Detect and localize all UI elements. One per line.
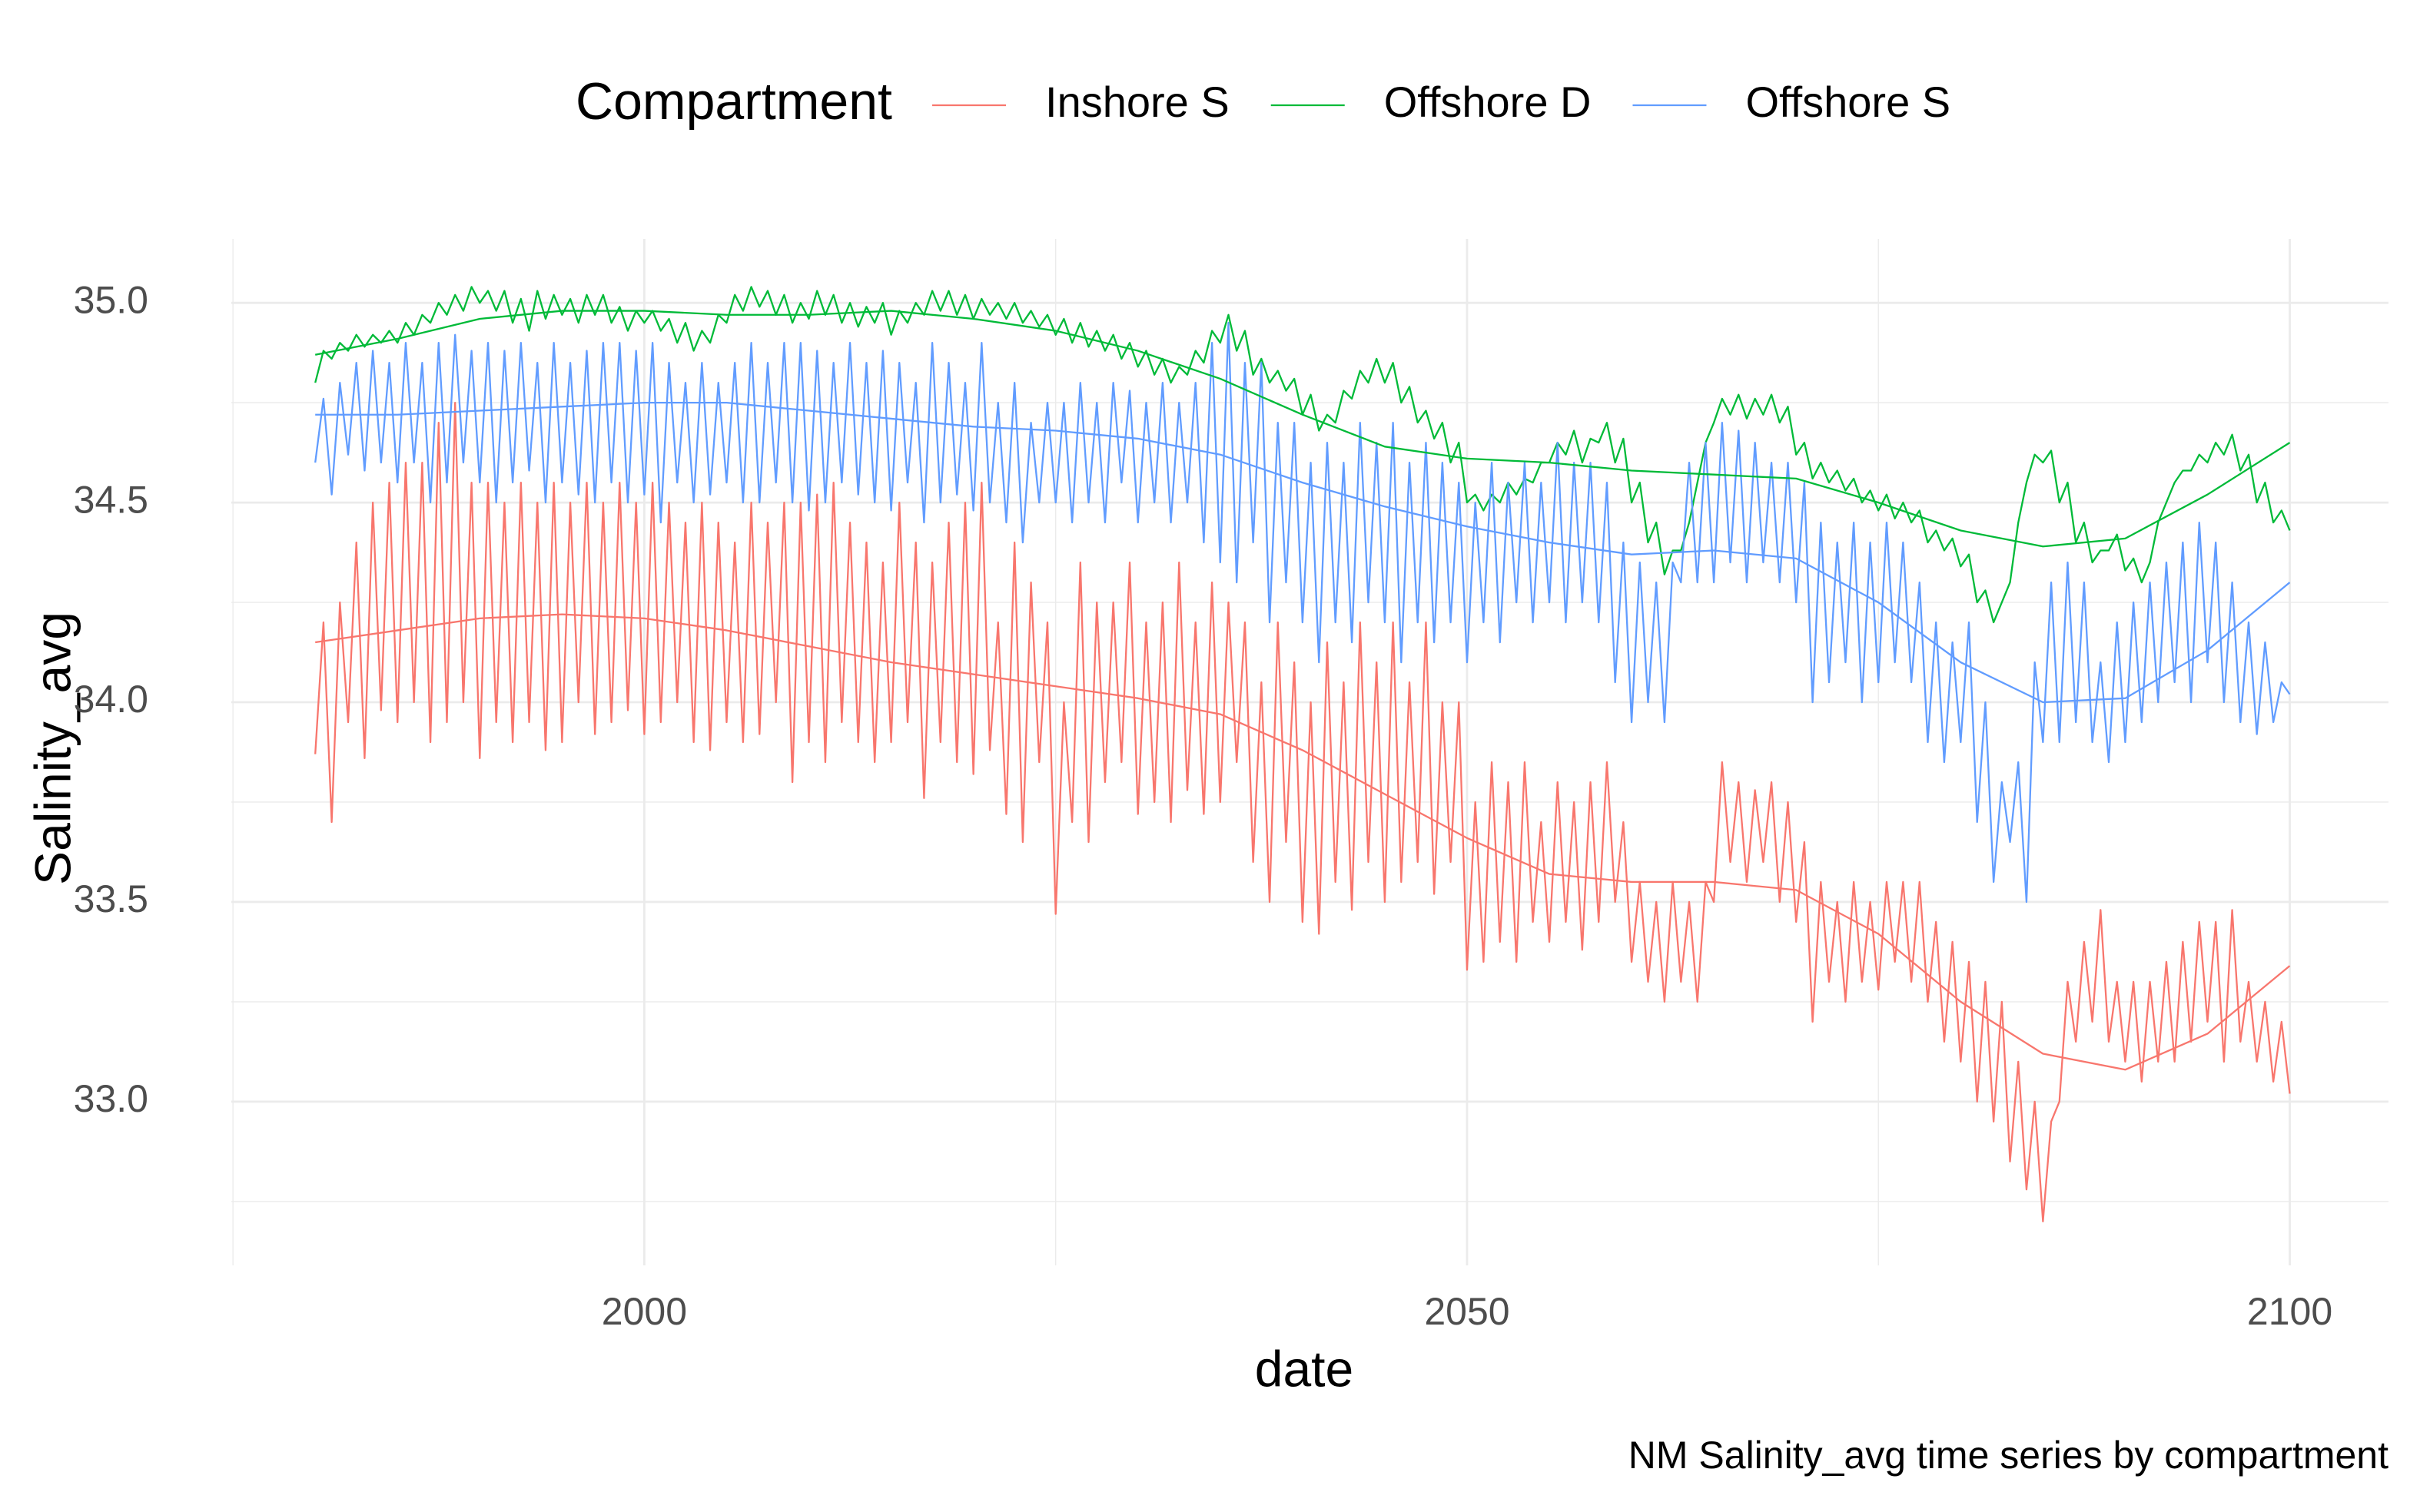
legend: Inshore S Offshore D Offshore S (932, 78, 1950, 126)
x-tick-label: 2100 (2247, 1290, 2332, 1333)
y-axis-title: Salinity_avg (24, 612, 81, 885)
y-tick-label: 34.5 (74, 478, 148, 521)
legend-label: Offshore S (1745, 78, 1950, 126)
legend-label: Inshore S (1045, 78, 1230, 126)
trend-line (314, 310, 2291, 548)
trend-line (315, 401, 2291, 704)
x-axis-title: date (1255, 1340, 1353, 1397)
trend-line (315, 613, 2291, 1071)
y-tick-label: 33.5 (74, 877, 148, 920)
x-tick-label: 2000 (602, 1290, 687, 1333)
grid (231, 239, 2388, 1265)
y-tick-label: 33.0 (74, 1077, 148, 1120)
series-line (314, 401, 2291, 1222)
caption: NM Salinity_avg time series by compartme… (1628, 1434, 2388, 1477)
y-tick-label: 34.0 (74, 678, 148, 721)
legend-title: Compartment (576, 72, 892, 131)
series-line (314, 322, 2291, 904)
plot-lines (314, 286, 2291, 1222)
series-line (314, 286, 2291, 624)
x-tick-label: 2050 (1424, 1290, 1509, 1333)
legend-label: Offshore D (1384, 78, 1592, 126)
y-tick-label: 35.0 (74, 278, 148, 321)
